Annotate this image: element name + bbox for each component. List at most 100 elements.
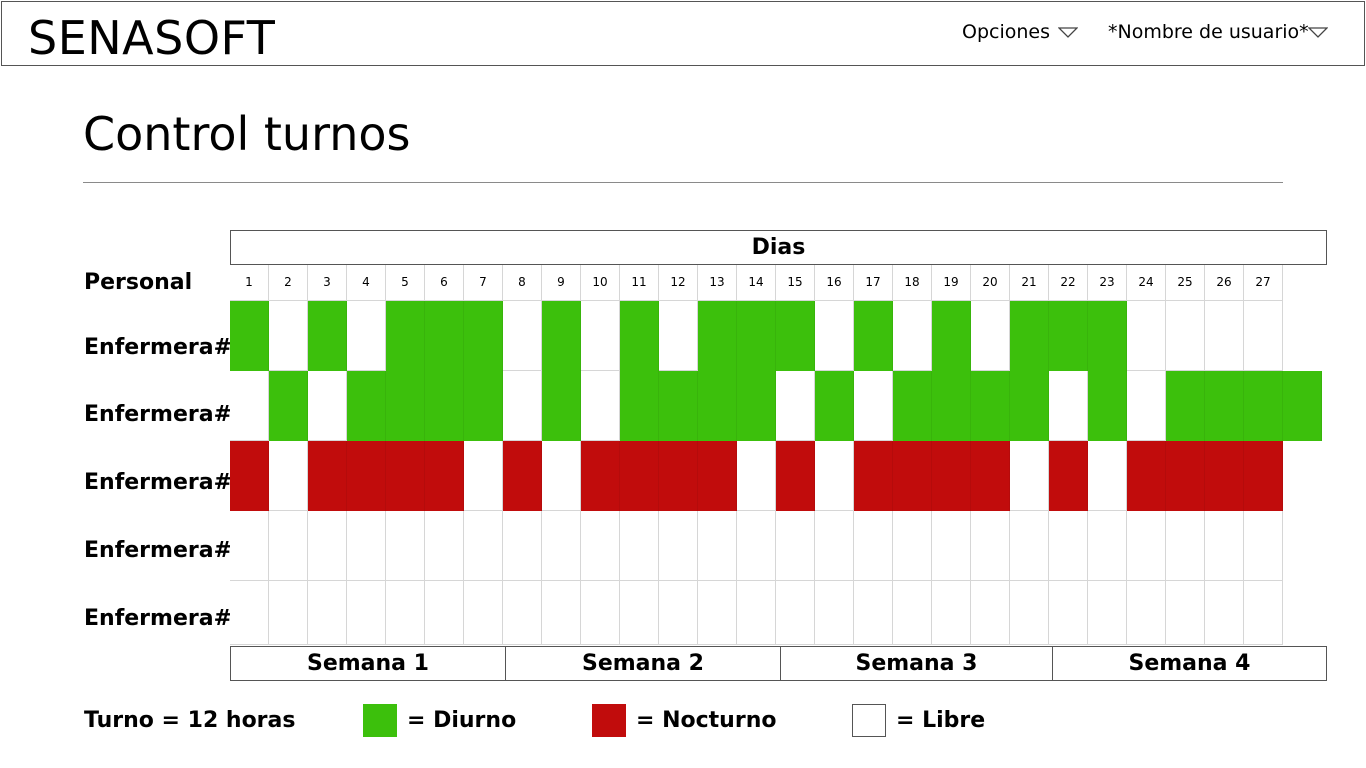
shift-cell-nocturno[interactable] [971,441,1010,511]
shift-cell-diurno[interactable] [464,371,503,441]
shift-cell-libre[interactable] [464,511,503,581]
shift-cell-nocturno[interactable] [425,441,464,511]
shift-cell-libre[interactable] [932,511,971,581]
shift-cell-libre[interactable] [230,371,269,441]
shift-cell-libre[interactable] [386,581,425,645]
shift-cell-libre[interactable] [464,581,503,645]
shift-cell-libre[interactable] [542,581,581,645]
shift-cell-libre[interactable] [698,511,737,581]
shift-cell-libre[interactable] [893,301,932,371]
shift-cell-libre[interactable] [893,511,932,581]
shift-cell-nocturno[interactable] [1205,441,1244,511]
shift-cell-libre[interactable] [971,511,1010,581]
shift-cell-diurno[interactable] [1010,371,1049,441]
shift-cell-libre[interactable] [1049,581,1088,645]
shift-cell-libre[interactable] [893,581,932,645]
shift-cell-diurno[interactable] [308,301,347,371]
shift-cell-libre[interactable] [776,581,815,645]
shift-cell-libre[interactable] [815,301,854,371]
shift-cell-nocturno[interactable] [230,441,269,511]
shift-cell-diurno[interactable] [269,371,308,441]
shift-cell-diurno[interactable] [698,301,737,371]
shift-cell-libre[interactable] [1088,581,1127,645]
shift-cell-diurno[interactable] [620,371,659,441]
shift-cell-libre[interactable] [1244,301,1283,371]
shift-cell-libre[interactable] [1088,511,1127,581]
shift-cell-libre[interactable] [230,581,269,645]
shift-cell-diurno[interactable] [737,371,776,441]
shift-cell-libre[interactable] [1010,441,1049,511]
shift-cell-diurno[interactable] [1205,371,1244,441]
shift-cell-libre[interactable] [971,581,1010,645]
shift-cell-diurno[interactable] [776,301,815,371]
shift-cell-diurno[interactable] [737,301,776,371]
shift-cell-libre[interactable] [581,301,620,371]
shift-cell-diurno[interactable] [815,371,854,441]
shift-cell-libre[interactable] [854,371,893,441]
shift-cell-libre[interactable] [971,301,1010,371]
shift-cell-libre[interactable] [737,441,776,511]
shift-cell-libre[interactable] [347,301,386,371]
shift-cell-libre[interactable] [386,511,425,581]
shift-cell-libre[interactable] [269,581,308,645]
shift-cell-diurno[interactable] [386,371,425,441]
shift-cell-diurno[interactable] [1088,301,1127,371]
shift-cell-diurno[interactable] [347,371,386,441]
shift-cell-nocturno[interactable] [347,441,386,511]
shift-cell-libre[interactable] [425,581,464,645]
shift-cell-diurno[interactable] [971,371,1010,441]
shift-cell-diurno[interactable] [1088,371,1127,441]
shift-cell-diurno[interactable] [854,301,893,371]
shift-cell-diurno[interactable] [464,301,503,371]
shift-cell-libre[interactable] [1010,511,1049,581]
shift-cell-libre[interactable] [581,581,620,645]
shift-cell-diurno[interactable] [1166,371,1205,441]
shift-cell-nocturno[interactable] [308,441,347,511]
shift-cell-nocturno[interactable] [1049,441,1088,511]
shift-cell-libre[interactable] [308,581,347,645]
shift-cell-libre[interactable] [347,511,386,581]
shift-cell-libre[interactable] [1127,371,1166,441]
shift-cell-libre[interactable] [659,301,698,371]
shift-cell-libre[interactable] [269,511,308,581]
shift-cell-diurno[interactable] [542,301,581,371]
shift-cell-libre[interactable] [815,581,854,645]
shift-cell-libre[interactable] [620,581,659,645]
shift-cell-libre[interactable] [503,371,542,441]
shift-cell-nocturno[interactable] [932,441,971,511]
shift-cell-libre[interactable] [776,511,815,581]
shift-cell-libre[interactable] [932,581,971,645]
shift-cell-libre[interactable] [1088,441,1127,511]
shift-cell-diurno[interactable] [1010,301,1049,371]
shift-cell-libre[interactable] [581,371,620,441]
shift-cell-diurno[interactable] [932,371,971,441]
shift-cell-libre[interactable] [1049,511,1088,581]
shift-cell-nocturno[interactable] [893,441,932,511]
shift-cell-libre[interactable] [815,511,854,581]
shift-cell-libre[interactable] [854,511,893,581]
shift-cell-libre[interactable] [698,581,737,645]
shift-cell-libre[interactable] [1244,581,1283,645]
shift-cell-diurno[interactable] [893,371,932,441]
shift-cell-libre[interactable] [230,511,269,581]
shift-cell-libre[interactable] [503,511,542,581]
shift-cell-nocturno[interactable] [1244,441,1283,511]
options-menu[interactable]: Opciones [962,20,1078,44]
shift-cell-libre[interactable] [1166,581,1205,645]
shift-cell-nocturno[interactable] [659,441,698,511]
shift-cell-libre[interactable] [581,511,620,581]
shift-cell-diurno[interactable] [620,301,659,371]
shift-cell-diurno[interactable] [542,371,581,441]
shift-cell-libre[interactable] [269,441,308,511]
shift-cell-nocturno[interactable] [698,441,737,511]
shift-cell-diurno[interactable] [698,371,737,441]
shift-cell-libre[interactable] [737,581,776,645]
shift-cell-nocturno[interactable] [620,441,659,511]
shift-cell-libre[interactable] [1244,511,1283,581]
shift-cell-libre[interactable] [503,301,542,371]
shift-cell-libre[interactable] [503,581,542,645]
shift-cell-diurno[interactable] [230,301,269,371]
shift-cell-nocturno[interactable] [1127,441,1166,511]
shift-cell-nocturno[interactable] [1166,441,1205,511]
shift-cell-nocturno[interactable] [581,441,620,511]
